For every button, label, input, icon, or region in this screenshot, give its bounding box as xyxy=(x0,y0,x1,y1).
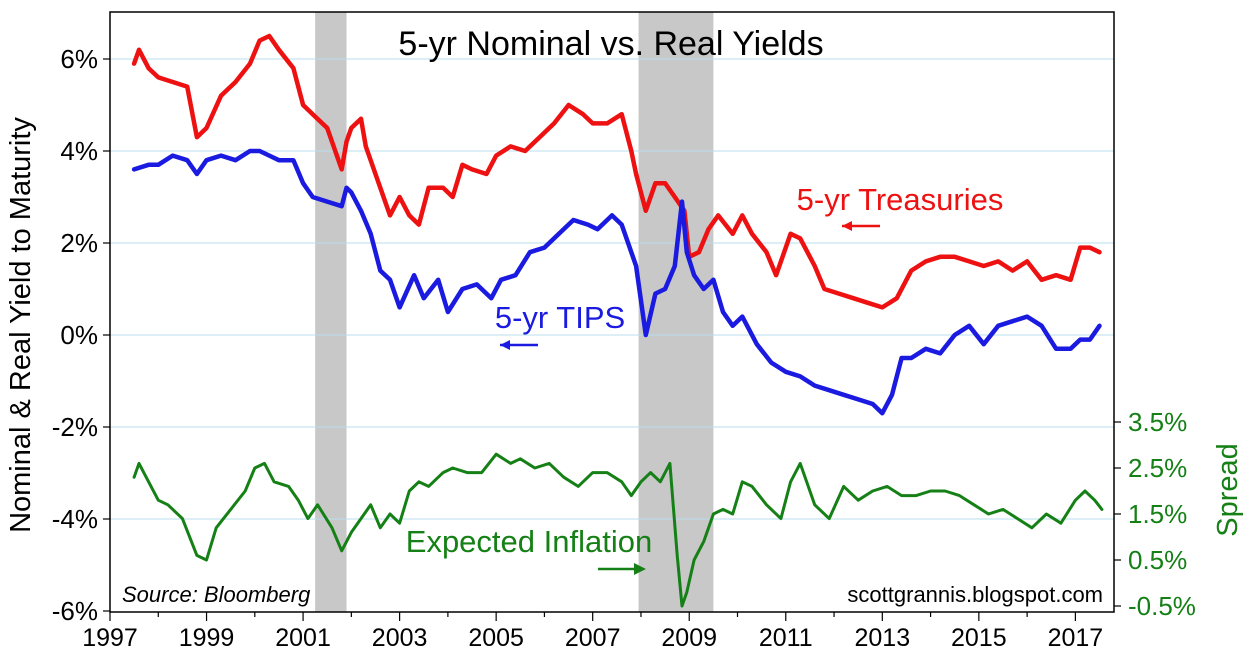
x-tick-label: 2011 xyxy=(759,624,813,652)
x-tick-label: 2003 xyxy=(372,624,428,652)
x-tick-label: 2015 xyxy=(951,624,1007,652)
right-tick-label: 1.5% xyxy=(1128,499,1187,529)
tips-arrow xyxy=(500,340,538,350)
right-tick-label: 2.5% xyxy=(1128,453,1187,483)
tips-line xyxy=(131,148,1102,416)
x-tick-label: 2001 xyxy=(275,624,331,652)
x-tick-label: 2017 xyxy=(1048,624,1104,652)
chart-title: 5-yr Nominal vs. Real Yields xyxy=(398,25,823,63)
left-tick-label: 6% xyxy=(60,44,98,74)
right-tick-label: 3.5% xyxy=(1128,407,1187,437)
x-tick-label: 2005 xyxy=(468,624,524,652)
inflation-arrow xyxy=(598,563,646,575)
left-tick-label: -6% xyxy=(52,596,98,626)
expected-inflation-line xyxy=(132,452,1104,608)
left-tick-label: 0% xyxy=(60,320,98,350)
series-lines xyxy=(131,33,1104,608)
tips-label: 5-yr TIPS xyxy=(495,300,625,335)
grid-lines xyxy=(110,58,1114,520)
left-tick-label: 4% xyxy=(60,136,98,166)
recession-bands xyxy=(315,12,714,612)
x-tick-label: 2007 xyxy=(565,624,621,652)
left-y-axis: 6% 4% 2% 0% -2% -4% -6% xyxy=(52,44,110,626)
x-tick-label: 1997 xyxy=(82,624,138,652)
treasuries-label: 5-yr Treasuries xyxy=(797,182,1004,217)
x-tick-label: 1999 xyxy=(179,624,235,652)
recession-band-1 xyxy=(315,12,347,612)
left-tick-label: -2% xyxy=(52,412,98,442)
right-tick-label: -0.5% xyxy=(1128,591,1196,621)
credit-note: scottgrannis.blogspot.com xyxy=(847,582,1103,607)
right-tick-label: 0.5% xyxy=(1128,545,1187,575)
x-axis: 1997 1999 2001 2003 2005 2007 2009 2011 2013 2015… xyxy=(82,612,1103,652)
left-tick-label: 2% xyxy=(60,228,98,258)
left-axis-label: Nominal & Real Yield to Maturity xyxy=(5,117,37,533)
inflation-label: Expected Inflation xyxy=(406,524,652,559)
right-y-axis: 3.5% 2.5% 1.5% 0.5% -0.5% xyxy=(1114,407,1196,621)
left-tick-label: -4% xyxy=(52,504,98,534)
treasuries-arrow xyxy=(842,221,880,231)
x-tick-label: 2013 xyxy=(854,624,910,652)
right-axis-label: Spread xyxy=(1212,443,1244,537)
plot-frame xyxy=(109,11,1115,613)
x-tick-label: 2009 xyxy=(661,624,717,652)
treasuries-line xyxy=(131,33,1102,310)
source-note: Source: Bloomberg xyxy=(122,582,311,607)
